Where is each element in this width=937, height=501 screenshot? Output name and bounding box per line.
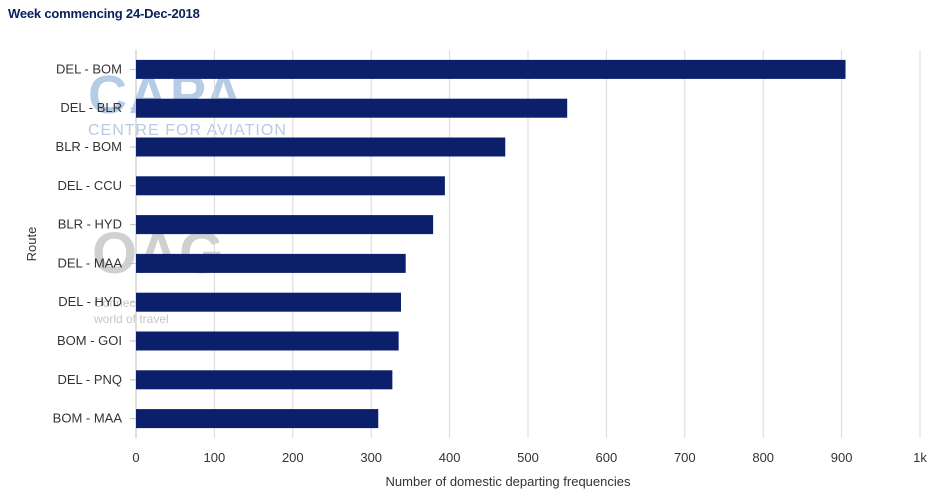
bar: [136, 98, 568, 118]
y-tick-label: DEL - MAA: [57, 255, 122, 270]
x-tick-label: 100: [204, 450, 226, 465]
bar: [136, 370, 393, 390]
y-tick-label: DEL - PNQ: [57, 372, 122, 387]
bar: [136, 292, 401, 312]
x-tick-label: 600: [596, 450, 618, 465]
y-tick-label: DEL - CCU: [57, 178, 122, 193]
x-tick-label: 200: [282, 450, 304, 465]
x-tick-label: 300: [360, 450, 382, 465]
chart-title: Week commencing 24-Dec-2018: [8, 6, 200, 21]
y-tick-label: BLR - BOM: [56, 139, 122, 154]
y-tick-label: BLR - HYD: [58, 217, 122, 232]
bar: [136, 176, 445, 196]
y-axis-title: Route: [24, 227, 39, 262]
bar: [136, 409, 379, 429]
bar: [136, 253, 406, 273]
x-tick-label: 800: [752, 450, 774, 465]
x-tick-label: 0: [132, 450, 139, 465]
y-tick-label: BOM - MAA: [53, 411, 123, 426]
x-axis-title: Number of domestic departing frequencies: [386, 474, 631, 489]
bar: [136, 59, 846, 79]
y-tick-label: DEL - BOM: [56, 61, 122, 76]
x-tick-label: 900: [831, 450, 853, 465]
x-tick-label: 400: [439, 450, 461, 465]
bar: [136, 215, 434, 235]
x-tick-label: 500: [517, 450, 539, 465]
x-tick-label: 700: [674, 450, 696, 465]
x-tick-label: 1k: [913, 450, 927, 465]
y-tick-label: DEL - HYD: [58, 294, 122, 309]
y-tick-label: BOM - GOI: [57, 333, 122, 348]
bar: [136, 331, 399, 351]
bar: [136, 137, 506, 157]
y-tick-label: DEL - BLR: [60, 100, 122, 115]
